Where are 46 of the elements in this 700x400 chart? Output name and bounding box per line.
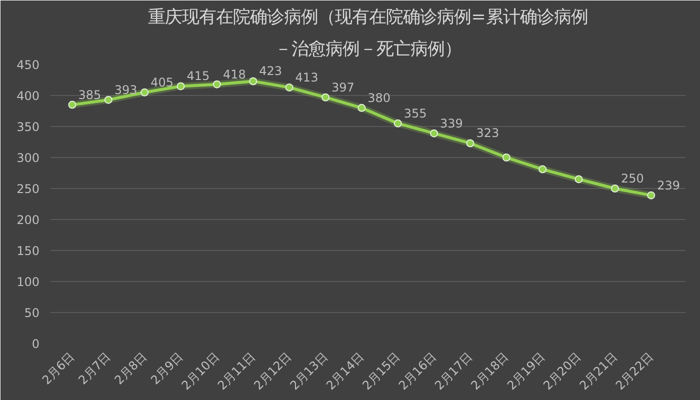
y-tick-label: 450 — [16, 58, 40, 72]
data-label: 423 — [259, 64, 282, 78]
chart-subtitle: －治愈病例－死亡病例） — [274, 40, 462, 60]
point — [285, 83, 294, 92]
y-tick-label: 300 — [16, 151, 40, 165]
data-label: 239 — [657, 178, 680, 192]
y-tick-label: 150 — [16, 244, 40, 258]
point — [574, 175, 583, 184]
point — [466, 139, 474, 148]
y-tick-label: 100 — [16, 275, 40, 289]
y-tick-label: 350 — [16, 120, 40, 134]
point — [358, 104, 366, 112]
data-label: 339 — [440, 116, 463, 130]
point — [176, 82, 185, 90]
data-label: 415 — [186, 69, 210, 84]
point — [538, 165, 547, 174]
point — [140, 88, 149, 96]
point — [212, 80, 221, 88]
point — [104, 96, 112, 104]
point — [647, 191, 656, 200]
point — [430, 129, 438, 138]
data-label: 250 — [620, 172, 644, 186]
data-label: 418 — [222, 67, 246, 82]
point — [321, 93, 330, 102]
x-tick-label: 2月8日 — [112, 350, 150, 388]
point — [249, 77, 258, 86]
x-tick-label: 2月7日 — [76, 350, 114, 388]
point — [394, 119, 402, 128]
data-label: 385 — [78, 88, 102, 102]
data-label: 397 — [331, 80, 354, 94]
y-tick-label: 200 — [16, 213, 40, 227]
point — [610, 184, 619, 192]
y-tick-label: 0 — [32, 337, 40, 351]
data-label: 393 — [114, 82, 138, 97]
y-tick-label: 50 — [24, 306, 40, 320]
data-label: 413 — [295, 70, 318, 84]
chart-title: 重庆现有在院确诊病例（现有在院确诊病例=累计确诊病例 — [148, 8, 588, 28]
data-label: 355 — [404, 106, 427, 120]
y-tick-label: 250 — [16, 182, 40, 196]
y-tick-label: 400 — [16, 89, 40, 103]
x-tick-label: 2月6日 — [39, 350, 78, 388]
data-label: 380 — [368, 90, 391, 105]
point — [68, 100, 76, 109]
data-label: 323 — [476, 126, 500, 140]
data-label: 405 — [150, 75, 174, 90]
point — [502, 154, 510, 162]
